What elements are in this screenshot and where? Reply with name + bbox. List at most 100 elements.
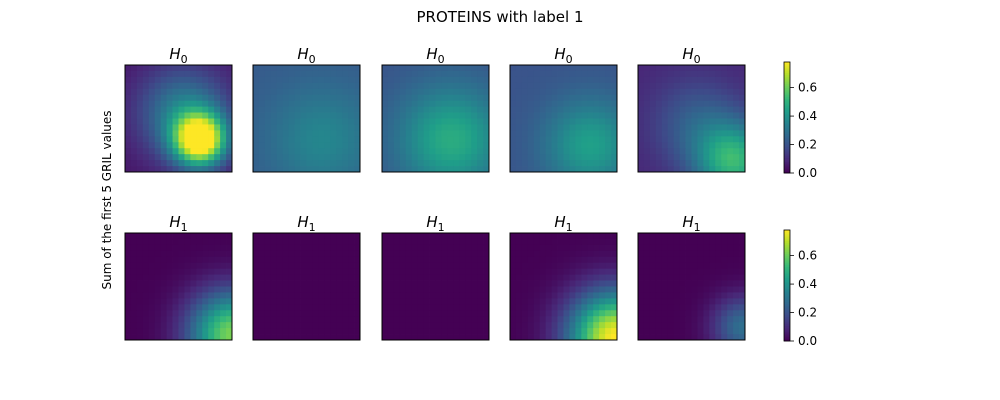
heatmap-cell (178, 136, 185, 143)
heatmap-cell (214, 106, 221, 113)
colorbar-segment (784, 335, 790, 338)
heatmap-cell (673, 112, 681, 119)
heatmap-cell (411, 316, 419, 323)
heatmap-cell (545, 304, 553, 311)
heatmap-cell (330, 94, 337, 102)
heatmap-cell (539, 310, 547, 317)
heatmap-cell (673, 244, 681, 252)
heatmap-cell (465, 88, 472, 96)
heatmap-cell (190, 76, 197, 84)
heatmap-cell (539, 238, 547, 246)
heatmap-cell (739, 328, 746, 335)
heatmap-cell (264, 130, 272, 137)
heatmap-cell (264, 112, 272, 119)
heatmap-cell (661, 256, 669, 264)
heatmap-cell (459, 136, 466, 143)
heatmap-cell (515, 328, 523, 335)
heatmap-cell (306, 304, 313, 311)
heatmap-cell (599, 94, 606, 102)
heatmap-cell (178, 233, 185, 240)
heatmap-cell (276, 65, 284, 72)
heatmap-cell (605, 334, 612, 341)
heatmap-cell (691, 166, 698, 173)
heatmap-cell (545, 148, 553, 155)
heatmap-cell (521, 298, 529, 305)
heatmap-cell (611, 65, 618, 72)
heatmap-cell (655, 136, 663, 143)
heatmap-cell (447, 112, 454, 119)
heatmap-cell (130, 106, 138, 113)
heatmap-cell (533, 166, 541, 173)
heatmap-cell (599, 250, 606, 258)
heatmap-cell (312, 322, 319, 329)
heatmap-cell (178, 334, 185, 341)
heatmap-cell (715, 280, 722, 287)
heatmap-cell (258, 100, 266, 108)
heatmap-cell (679, 280, 686, 287)
heatmap-cell (703, 76, 710, 84)
heatmap-cell (545, 106, 553, 113)
heatmap-cell (354, 82, 361, 90)
heatmap-cell (703, 316, 710, 323)
heatmap-cell (557, 304, 564, 311)
heatmap-cell (593, 118, 600, 125)
heatmap-cell (551, 70, 558, 78)
heatmap-cell (300, 310, 307, 317)
heatmap-cell (354, 154, 361, 161)
heatmap-cell (324, 286, 331, 293)
heatmap-cell (703, 124, 710, 131)
heatmap-cell (655, 112, 663, 119)
heatmap-cell (306, 70, 313, 78)
heatmap-cell (270, 112, 278, 119)
heatmap-cell (655, 130, 663, 137)
heatmap-cell (667, 304, 675, 311)
heatmap-cell (423, 262, 430, 270)
heatmap-cell (190, 65, 197, 72)
heatmap-cell (673, 76, 681, 84)
heatmap-cell (312, 106, 319, 113)
heatmap-cell (667, 130, 675, 137)
heatmap-cell (294, 322, 301, 329)
heatmap-cell (593, 238, 600, 246)
heatmap-cell (318, 256, 325, 264)
heatmap-cell (417, 298, 425, 305)
heatmap-cell (411, 256, 419, 264)
heatmap-cell (575, 316, 582, 323)
heatmap-cell (471, 322, 478, 329)
heatmap-cell (569, 304, 576, 311)
heatmap-cell (733, 328, 740, 335)
heatmap-cell (330, 316, 337, 323)
heatmap-cell (184, 316, 191, 323)
heatmap-cell (160, 274, 168, 281)
heatmap-cell (527, 310, 535, 317)
panel-frame (509, 64, 618, 173)
heatmap-cell (196, 148, 203, 155)
heatmap-cell (733, 94, 740, 102)
heatmap-cell (417, 124, 425, 131)
heatmap-cell (435, 118, 442, 125)
heatmap-cell (226, 148, 233, 155)
heatmap-cell (721, 244, 728, 252)
heatmap-cell (655, 244, 663, 252)
heatmap-cell (196, 106, 203, 113)
heatmap-cell (649, 118, 657, 125)
heatmap-cell (382, 280, 389, 287)
heatmap-cell (253, 334, 260, 341)
heatmap-cell (483, 250, 490, 258)
heatmap-cell (587, 70, 594, 78)
heatmap-cell (220, 124, 227, 131)
heatmap-cell (685, 334, 692, 341)
heatmap-cell (318, 94, 325, 102)
heatmap-cell (727, 166, 734, 173)
heatmap-cell (685, 298, 692, 305)
heatmap-cell (515, 298, 523, 305)
heatmap-cell (411, 292, 419, 299)
heatmap-cell (527, 160, 535, 167)
heatmap-cell (172, 292, 179, 299)
heatmap-cell (166, 82, 173, 90)
heatmap-cell (611, 82, 618, 90)
heatmap-cell (130, 76, 138, 84)
heatmap-cell (130, 292, 138, 299)
heatmap-cell (196, 244, 203, 252)
heatmap-cell (727, 100, 734, 108)
